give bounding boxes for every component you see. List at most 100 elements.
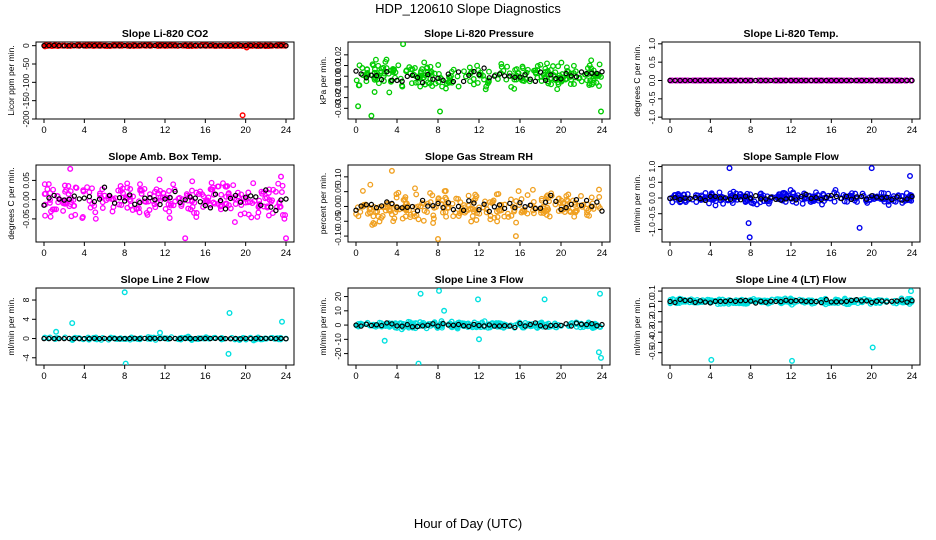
mean-point <box>157 335 163 342</box>
mean-point <box>486 208 492 215</box>
data-point <box>556 195 562 202</box>
mean-point <box>373 72 380 79</box>
panel-title: Slope Line 4 (LT) Flow <box>736 274 847 286</box>
outlier-point <box>53 328 60 335</box>
data-point <box>539 205 546 212</box>
data-point <box>885 202 892 208</box>
mean-point <box>61 197 67 203</box>
mean-point <box>268 335 274 342</box>
mean-point <box>813 298 819 305</box>
mean-point <box>558 322 564 329</box>
data-point <box>258 188 265 195</box>
mean-point <box>589 70 595 77</box>
mean-point <box>848 77 855 84</box>
panel-7: Slope Line 2 Flow 0 4 8 12 16 20 24 -4 0 4 8 ml/min … <box>6 274 295 382</box>
data-point <box>552 201 559 208</box>
mean-point <box>440 204 446 211</box>
data-point <box>49 206 56 213</box>
mean-point <box>46 42 52 49</box>
data-point <box>548 81 555 88</box>
mean-point <box>409 324 416 330</box>
outlier-point <box>436 288 442 294</box>
mean-point <box>672 77 678 84</box>
data-point <box>534 63 541 69</box>
mean-point <box>823 77 830 84</box>
mean-point <box>86 43 93 49</box>
mean-point <box>727 77 734 84</box>
panel-title: Slope Sample Flow <box>743 151 840 163</box>
y-tick-label: 0.0 <box>647 295 657 307</box>
mean-point <box>66 196 72 202</box>
mean-point <box>116 43 123 49</box>
mean-point <box>192 42 198 49</box>
data-point <box>155 190 162 197</box>
mean-point <box>96 196 103 202</box>
data-point <box>199 42 206 49</box>
mean-point <box>121 335 128 342</box>
data-point <box>457 322 464 328</box>
mean-point <box>707 300 714 306</box>
mean-point <box>848 196 855 202</box>
panel-title: Slope Line 2 Flow <box>121 274 211 286</box>
outlier-point <box>415 360 422 365</box>
x-tick-label: 0 <box>667 248 672 259</box>
x-tick-label: 20 <box>556 371 567 382</box>
y-tick-label: 0.02 <box>333 46 343 63</box>
mean-point <box>227 42 234 49</box>
y-tick-label: -1.0 <box>647 110 657 125</box>
mean-point <box>798 298 804 304</box>
data-point <box>468 218 475 225</box>
mean-point <box>66 335 72 342</box>
mean-point <box>435 323 441 329</box>
mean-point <box>753 77 759 84</box>
data-point <box>554 86 561 93</box>
data-point <box>887 77 893 84</box>
data-point <box>684 77 691 84</box>
mean-point <box>192 195 198 201</box>
data-point <box>484 80 491 87</box>
mean-point <box>889 77 895 84</box>
data-point <box>571 201 578 208</box>
mean-point <box>222 42 229 49</box>
x-tick-label: 24 <box>907 125 918 136</box>
mean-point <box>353 322 359 328</box>
data-point <box>706 200 712 207</box>
mean-point <box>768 77 774 84</box>
data-point <box>583 77 590 84</box>
x-tick-label: 12 <box>474 125 485 136</box>
data-point <box>369 221 376 228</box>
data-point <box>260 203 267 210</box>
mean-point <box>904 196 910 202</box>
mean-point <box>773 196 779 202</box>
mean-point <box>51 192 57 199</box>
y-tick-label: 0.00 <box>333 68 343 85</box>
data-point <box>50 186 57 193</box>
mean-point <box>132 335 138 341</box>
mean-point <box>147 194 153 201</box>
mean-point <box>258 202 264 208</box>
mean-point <box>76 196 83 202</box>
y-tick-label: 0.1 <box>647 285 657 297</box>
data-point <box>465 192 472 199</box>
mean-point <box>542 77 549 84</box>
outlier-point <box>598 108 605 115</box>
mean-point <box>737 77 744 84</box>
data-point <box>564 198 571 204</box>
x-tick-label: 8 <box>122 371 127 382</box>
mean-point <box>471 68 477 75</box>
mean-point <box>788 77 794 84</box>
data-point <box>577 324 584 331</box>
mean-point <box>202 202 208 209</box>
data-point <box>526 78 533 85</box>
mean-point <box>573 196 580 203</box>
mean-point <box>808 298 814 305</box>
mean-point <box>440 77 446 84</box>
y-tick-label: -1.0 <box>647 222 657 237</box>
data-point <box>390 67 397 74</box>
data-point <box>586 82 593 88</box>
plot-frame <box>35 287 295 366</box>
outlier-point <box>745 220 752 227</box>
data-point <box>250 180 257 187</box>
y-axis-label: degrees C per min. <box>632 44 642 116</box>
mean-point <box>142 42 148 49</box>
